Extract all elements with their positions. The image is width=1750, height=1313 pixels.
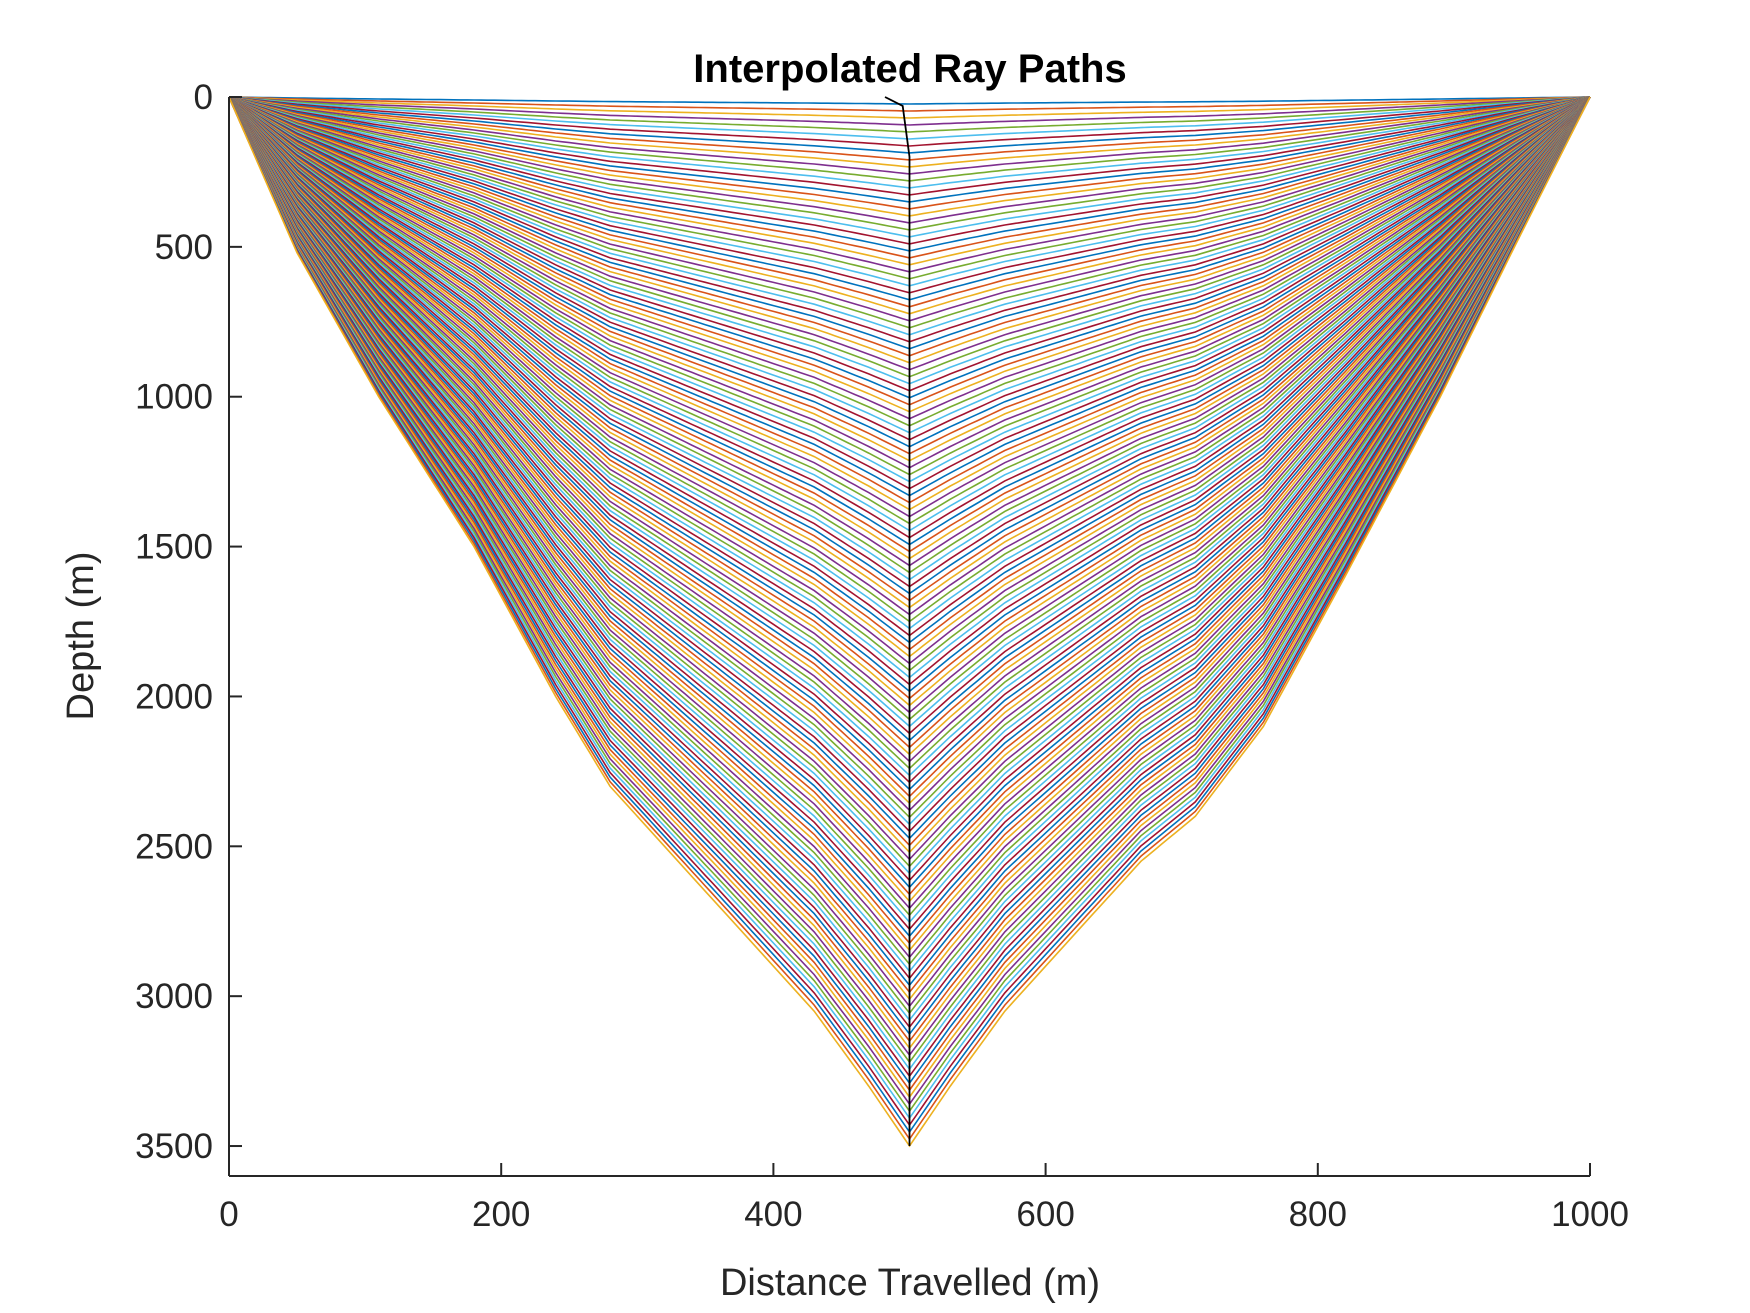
x-tick-label: 600 (1016, 1195, 1074, 1234)
x-axis-label: Distance Travelled (m) (720, 1262, 1100, 1304)
y-tick-label: 500 (155, 228, 213, 267)
x-tick-label: 0 (219, 1195, 238, 1234)
x-tick-label: 800 (1289, 1195, 1347, 1234)
y-ticks: 0 500 1000 1500 2000 2500 3000 3500 (135, 78, 242, 1166)
ray-path (228, 96, 1591, 126)
ray-path (228, 96, 1591, 140)
ray-path (228, 96, 1591, 119)
ray-path (228, 96, 1591, 147)
ray-path (228, 96, 1591, 105)
y-tick-label: 2500 (135, 827, 213, 866)
y-axis-label: Depth (m) (60, 552, 102, 721)
y-tick-label: 2000 (135, 677, 213, 716)
chart-title: Interpolated Ray Paths (693, 47, 1126, 91)
x-ticks: 0 200 400 600 800 1000 (219, 1163, 1629, 1234)
y-tick-label: 0 (194, 78, 213, 117)
ray-path (228, 96, 1591, 133)
ray-path (228, 96, 1591, 112)
y-tick-label: 1500 (135, 528, 213, 567)
turning-point-curve (884, 96, 911, 1146)
y-tick-label: 3500 (135, 1127, 213, 1166)
x-tick-label: 200 (472, 1195, 530, 1234)
y-tick-label: 3000 (135, 977, 213, 1016)
x-tick-label: 1000 (1551, 1195, 1629, 1234)
turning-point-curve-layer (884, 96, 911, 1146)
x-tick-label: 400 (744, 1195, 802, 1234)
y-tick-label: 1000 (135, 378, 213, 417)
